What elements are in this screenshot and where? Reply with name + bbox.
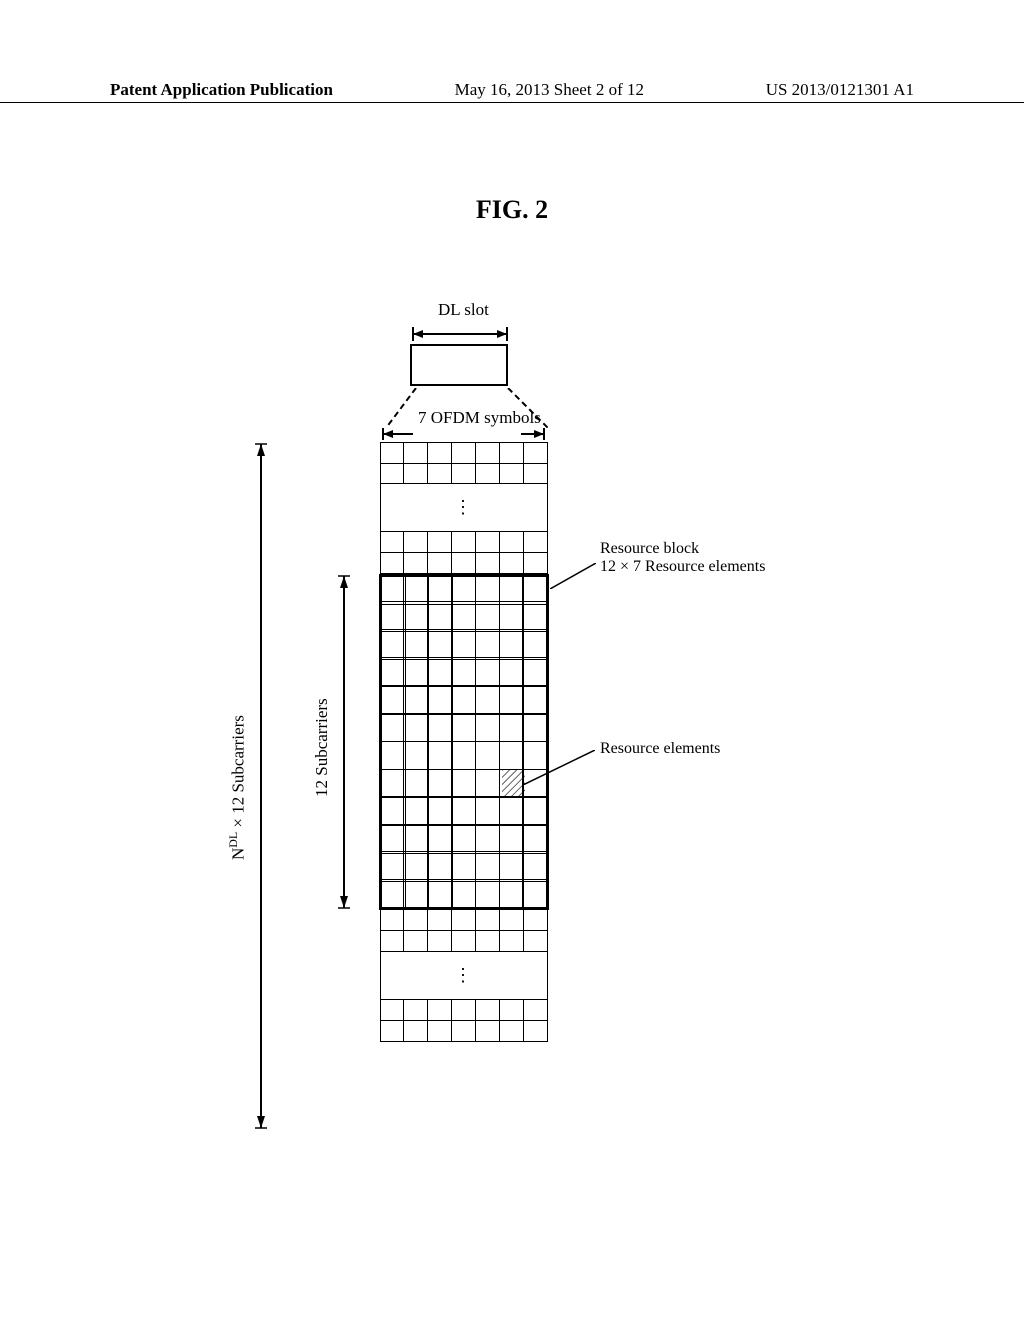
- figure-diagram: DL slot 7 OFDM symbols ⋮⋮: [200, 300, 850, 1120]
- dl-slot-arrows: [410, 325, 510, 343]
- resource-block-leader-line: [550, 563, 596, 589]
- resource-block: [379, 574, 549, 910]
- inner-subcarriers-label: 12 Subcarriers: [312, 698, 332, 797]
- inner-dimension-arrow: [338, 574, 350, 910]
- resource-element-leader-line: [523, 750, 595, 785]
- header-left: Patent Application Publication: [110, 80, 333, 100]
- outer-dimension-arrow: [255, 442, 267, 1130]
- resource-element-highlighted: [502, 770, 525, 797]
- outer-subcarriers-label: NDL × 12 Subcarriers: [226, 715, 249, 860]
- dl-slot-box: [410, 344, 508, 386]
- ofdm-arrows: [381, 426, 546, 442]
- header-center: May 16, 2013 Sheet 2 of 12: [455, 80, 644, 100]
- resource-block-annotation: Resource block 12 × 7 Resource elements: [600, 540, 765, 576]
- rb-annotation-line2: 12 × 7 Resource elements: [600, 558, 765, 576]
- resource-element-annotation: Resource elements: [600, 740, 720, 758]
- ofdm-label: 7 OFDM symbols: [418, 408, 541, 428]
- rb-annotation-line1: Resource block: [600, 540, 765, 558]
- dl-slot-label: DL slot: [438, 300, 489, 320]
- figure-title: FIG. 2: [476, 195, 548, 225]
- header-right: US 2013/0121301 A1: [766, 80, 914, 100]
